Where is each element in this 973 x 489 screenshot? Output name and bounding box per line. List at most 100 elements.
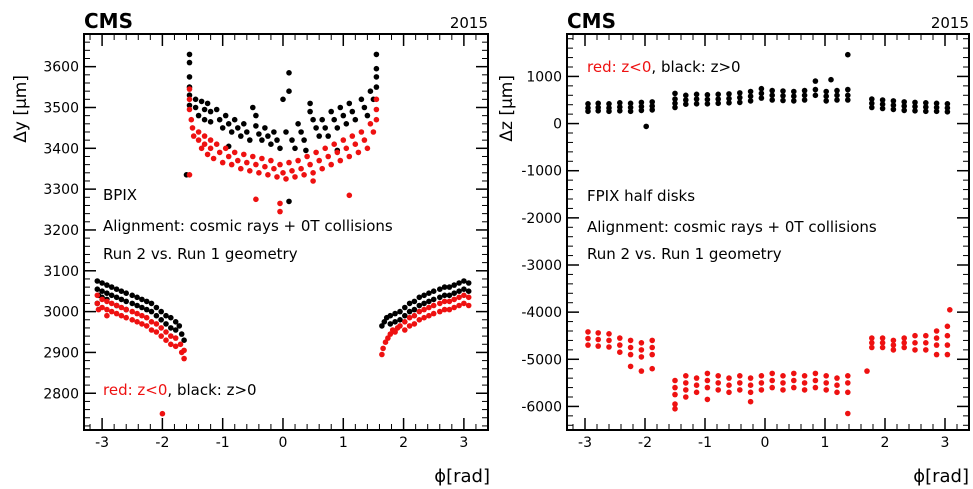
data-point-red-4	[595, 336, 601, 343]
data-point-black-102	[337, 104, 344, 111]
y-tick-label: -3000	[521, 258, 562, 274]
data-point-black-21	[649, 107, 655, 113]
x-tick-label: 0	[279, 435, 288, 451]
data-point-red-16	[638, 340, 645, 346]
data-point-black-82	[283, 129, 289, 135]
data-point-red-84	[301, 172, 307, 178]
data-point-red-45	[726, 389, 732, 396]
data-point-black-23	[134, 302, 140, 309]
data-point-black-60	[219, 125, 226, 131]
data-point-black-76	[869, 96, 875, 102]
data-point-black-15	[118, 288, 125, 295]
data-point-black-72	[845, 51, 851, 58]
data-point-red-18	[638, 354, 645, 360]
data-point-red-19	[638, 368, 645, 374]
data-point-black-12	[113, 286, 120, 293]
data-point-black-108	[358, 96, 365, 103]
data-point-black-130	[411, 298, 418, 305]
data-point-black-132	[416, 294, 423, 301]
data-point-black-67	[823, 98, 829, 104]
data-point-red-84	[864, 368, 870, 374]
y-tick-label: 1000	[526, 69, 562, 85]
data-point-red-71	[823, 373, 829, 379]
data-point-red-7	[104, 312, 110, 319]
data-point-red-1	[94, 300, 101, 307]
data-point-red-73	[268, 157, 274, 164]
data-point-red-76	[277, 161, 283, 168]
data-point-black-152	[465, 280, 472, 286]
data-point-black-57	[791, 93, 797, 99]
data-point-red-136	[441, 298, 448, 305]
data-point-red-86	[879, 340, 886, 346]
x-tick-label: 2	[399, 435, 408, 451]
data-point-black-58	[791, 98, 797, 104]
data-point-red-70	[812, 384, 819, 391]
bpix-panel: CMS 2015 Δy [µm] ϕ[rad] -3 -2 -1 0 1 2 3 2800 29…	[11, 9, 490, 487]
data-point-red-62	[235, 157, 241, 164]
bpix-alignment-label: Alignment: cosmic rays + 0T collisions	[103, 217, 393, 235]
data-point-black-43	[737, 99, 743, 106]
data-point-black-135	[421, 300, 427, 307]
data-point-red-58	[769, 384, 775, 391]
data-point-black-89	[301, 137, 307, 143]
data-point-red-147	[465, 302, 472, 309]
data-point-black-55	[780, 97, 786, 104]
data-point-black-64	[812, 92, 819, 99]
data-point-black-6	[606, 101, 612, 107]
data-point-red-88	[890, 337, 897, 344]
data-point-red-47	[737, 380, 743, 386]
data-point-red-68	[253, 161, 259, 168]
data-point-black-142	[441, 284, 448, 290]
data-point-black-94	[313, 125, 319, 131]
data-point-red-24	[148, 319, 155, 325]
data-point-black-29	[693, 91, 700, 98]
data-point-red-56	[769, 370, 775, 377]
data-point-red-94	[331, 141, 338, 147]
data-point-black-80	[879, 101, 886, 107]
data-point-red-20	[649, 337, 655, 344]
data-point-red-87	[879, 344, 886, 351]
fpix-axes: -3 -2 -1 0 1 2 3 -6000 -5000 -4000 -3000 -2000 -1000…	[521, 33, 970, 451]
data-point-black-117	[379, 323, 385, 329]
fpix-legend-black: , black: z>0	[651, 58, 740, 76]
data-point-red-58	[222, 145, 229, 152]
data-point-red-108	[947, 307, 953, 313]
data-point-red-81	[869, 335, 875, 341]
data-point-red-146	[465, 294, 472, 301]
data-point-red-51	[204, 151, 211, 158]
data-point-black-48	[186, 102, 193, 109]
data-point-black-44	[747, 88, 754, 95]
data-point-red-77	[845, 373, 851, 379]
fpix-alignment-label: Alignment: cosmic rays + 0T collisions	[587, 218, 877, 236]
data-point-black-63	[228, 129, 235, 135]
data-point-black-137	[426, 298, 432, 305]
data-point-red-106	[367, 121, 374, 127]
data-point-black-41	[737, 90, 743, 96]
data-point-red-60	[780, 380, 786, 386]
x-tick-label: -2	[155, 435, 169, 451]
data-point-red-64	[241, 151, 247, 158]
data-point-red-35	[693, 389, 700, 396]
data-point-red-14	[627, 351, 634, 358]
data-point-red-66	[247, 168, 253, 174]
data-point-black-74	[259, 137, 265, 143]
data-point-black-24	[139, 296, 145, 303]
data-point-black-22	[134, 294, 140, 301]
data-point-red-17	[129, 317, 135, 323]
y-tick-label: 3400	[43, 141, 79, 157]
data-point-red-121	[402, 327, 408, 333]
data-point-black-16	[118, 296, 125, 303]
data-point-red-9	[108, 308, 115, 315]
data-point-red-125	[411, 321, 418, 327]
data-point-red-82	[869, 340, 875, 346]
data-point-black-34	[163, 312, 169, 319]
data-point-black-113	[373, 51, 380, 58]
data-point-black-78	[869, 104, 875, 111]
fpix-legend-red: red: z<0	[587, 58, 651, 76]
data-point-red-132	[430, 302, 437, 309]
data-point-black-118	[381, 319, 388, 325]
data-point-red-54	[758, 380, 765, 386]
data-point-red-85	[879, 335, 886, 341]
data-point-black-73	[845, 86, 851, 93]
data-point-red-8	[606, 344, 612, 350]
